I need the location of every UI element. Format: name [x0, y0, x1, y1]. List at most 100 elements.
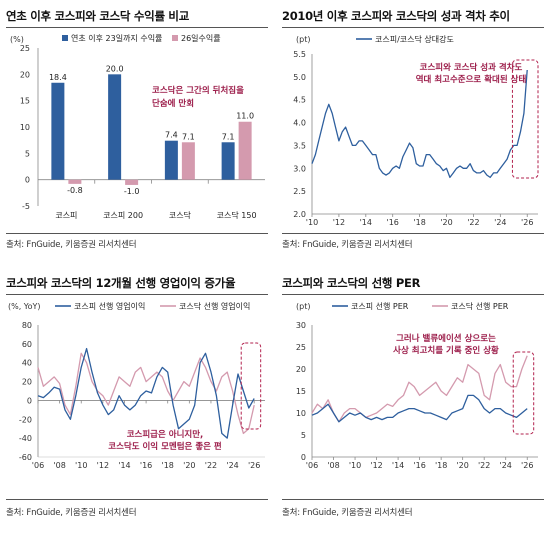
y-tick-label: 10 — [20, 123, 30, 132]
legend-label: 연초 이후 23일까지 수익률 — [71, 33, 162, 43]
legend-swatch — [172, 35, 178, 41]
x-tick-label: '12 — [97, 461, 109, 470]
bar-value-label: -0.8 — [67, 186, 83, 195]
annotation-text: 사상 최고치를 기록 중인 상황 — [393, 345, 499, 356]
y-tick-label: 4.0 — [293, 119, 306, 128]
x-tick-label: '08 — [327, 461, 339, 470]
x-tick-label: '24 — [494, 218, 506, 227]
x-tick-label: '20 — [183, 461, 195, 470]
y-unit-label: (%) — [10, 35, 24, 44]
x-category-label: 코스닥 150 — [217, 210, 257, 220]
y-tick-label: 5.0 — [293, 73, 306, 82]
x-tick-label: '26 — [521, 218, 533, 227]
panel2-source-rule — [282, 233, 544, 234]
panel3-title-rule — [6, 294, 268, 295]
bar-value-label: 18.4 — [49, 73, 67, 82]
y-tick-label: 5.5 — [293, 50, 306, 59]
panel4-title-rule — [282, 294, 544, 295]
y-tick-label: 40 — [22, 359, 32, 368]
bar-value-label: -1.0 — [124, 187, 140, 196]
y-tick-label: 20 — [296, 365, 306, 374]
annotation-text: 코스피급은 아니지만, — [127, 429, 204, 440]
bar-value-label: 11.0 — [236, 112, 254, 121]
y-tick-label: 5 — [301, 431, 306, 440]
bar-value-label: 7.4 — [165, 131, 178, 140]
bar — [108, 74, 122, 180]
panel1-title-rule — [6, 27, 268, 28]
y-tick-label: -40 — [19, 434, 32, 443]
legend-label: 코스닥 선행 PER — [451, 301, 509, 311]
annotation-text: 역대 최고수준으로 확대된 상태 — [416, 74, 527, 85]
legend-label: 26일수익률 — [181, 33, 221, 43]
legend-swatch — [62, 35, 68, 41]
panel3-source-rule — [6, 499, 268, 500]
x-category-label: 코스피 200 — [103, 211, 143, 220]
x-tick-label: '12 — [370, 461, 382, 470]
annotation-text: 단숨에 만회 — [152, 98, 194, 109]
y-tick-label: 15 — [296, 387, 306, 396]
annotation-text: 코스피와 코스닥 성과 격차도 — [420, 62, 523, 73]
x-tick-label: '22 — [467, 218, 479, 227]
x-tick-label: '22 — [205, 461, 217, 470]
panel1-title: 연초 이후 코스피와 코스닥 수익률 비교 — [6, 9, 189, 23]
y-tick-label: 15 — [20, 97, 30, 106]
chart-operating-profit: (%, YoY) -60 -40 -20 0 20 40 60 80 '06 '08 '10 '12 '1… — [8, 301, 265, 470]
bar-value-label: 7.1 — [182, 132, 195, 141]
y-tick-label: -60 — [19, 453, 32, 462]
series-line — [37, 347, 255, 439]
panel4-title: 코스피와 코스닥의 선행 PER — [282, 276, 421, 290]
legend-label: 코스닥 선행 영업이익 — [179, 301, 250, 311]
bar — [51, 82, 65, 180]
y-tick-label: 80 — [22, 321, 32, 330]
x-tick-label: '24 — [226, 461, 238, 470]
series-line — [37, 352, 255, 435]
legend-label: 코스피 선행 PER — [351, 301, 409, 311]
panel1-source: 출처: FnGuide, 키움증권 리서치센터 — [6, 240, 137, 250]
y-unit-label: (pt) — [296, 302, 310, 311]
x-tick-label: '18 — [435, 461, 447, 470]
y-tick-label: -20 — [19, 415, 32, 424]
y-tick-label: 0 — [301, 453, 306, 462]
x-category-label: 코스닥 — [169, 210, 192, 220]
y-tick-label: -5 — [22, 202, 30, 211]
x-tick-label: '14 — [118, 461, 130, 470]
y-tick-label: 2.0 — [293, 210, 306, 219]
chart-relative-strength: (pt) 2.0 2.5 3.0 3.5 4.0 4.5 5.0 5.5 '10 '12 '14 '16… — [293, 34, 539, 227]
bar — [125, 179, 139, 185]
x-category-label: 코스피 — [55, 211, 77, 220]
y-tick-label: 25 — [296, 343, 306, 352]
y-tick-label: 3.0 — [293, 164, 306, 173]
x-tick-label: '18 — [413, 218, 425, 227]
x-tick-label: '26 — [521, 461, 533, 470]
chart-returns: (%) -5 0 5 10 15 20 25 18.4 -0.8 코스피 20.0 -1.0 코스피 20… — [10, 33, 265, 220]
y-unit-label: (%, YoY) — [8, 302, 41, 311]
x-tick-label: '10 — [306, 218, 318, 227]
panel2-title: 2010년 이후 코스피와 코스닥의 성과 격차 추이 — [282, 9, 510, 23]
annotation-text: 코스닥도 이익 모멘텀은 좋은 편 — [108, 441, 222, 452]
x-tick-label: '22 — [478, 461, 490, 470]
y-unit-label: (pt) — [296, 35, 310, 44]
legend-label: 코스피 선행 영업이익 — [74, 301, 145, 311]
legend-label: 코스피/코스닥 상대강도 — [375, 34, 454, 44]
x-tick-label: '06 — [306, 461, 318, 470]
annotation-text: 코스닥은 그간의 뒤처짐을 — [152, 85, 244, 96]
x-tick-label: '12 — [333, 218, 345, 227]
bar — [221, 142, 235, 180]
y-tick-label: 0 — [27, 396, 32, 405]
highlight-box — [512, 351, 535, 435]
y-tick-label: 20 — [20, 70, 30, 79]
y-tick-label: 5 — [25, 149, 30, 158]
bar — [238, 121, 252, 180]
y-tick-label: 2.5 — [293, 187, 306, 196]
x-tick-label: '16 — [140, 461, 152, 470]
x-tick-label: '16 — [387, 218, 399, 227]
x-tick-label: '16 — [413, 461, 425, 470]
x-tick-label: '26 — [248, 461, 260, 470]
bar — [68, 179, 82, 184]
y-tick-label: 0 — [25, 176, 30, 185]
panel1-source-rule — [6, 233, 268, 234]
bar — [181, 142, 195, 180]
chart-forward-per: (pt) 0 5 10 15 20 25 30 '06 '08 '10 '12 '14 '16 '18 '20… — [296, 301, 538, 470]
x-tick-label: '20 — [456, 461, 468, 470]
x-tick-label: '10 — [75, 461, 87, 470]
